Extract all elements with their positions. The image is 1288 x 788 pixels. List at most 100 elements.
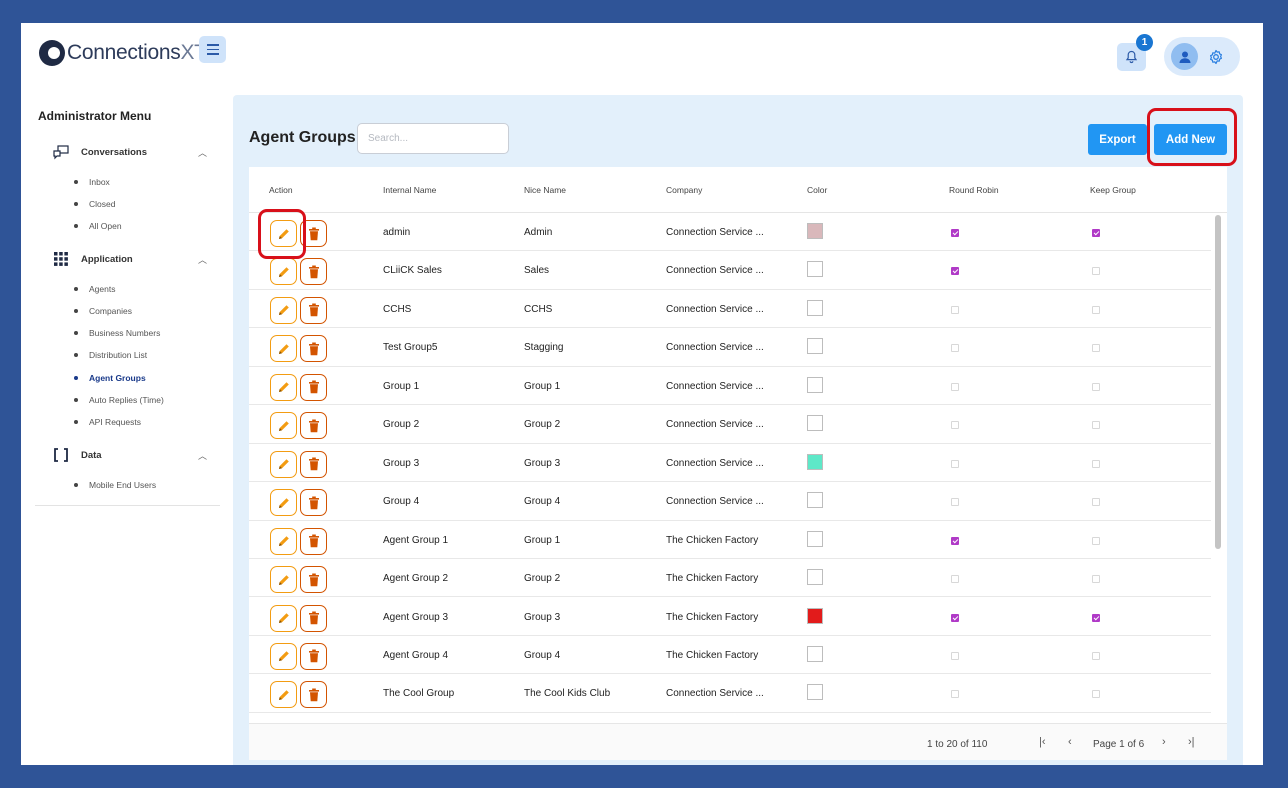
table-row: Agent Group 2 Group 2 The Chicken Factory xyxy=(249,559,1211,598)
round-robin-checkbox[interactable] xyxy=(951,575,959,584)
column-header-internal-name[interactable]: Internal Name xyxy=(383,185,437,195)
delete-button[interactable] xyxy=(300,489,327,517)
edit-button[interactable] xyxy=(270,604,297,632)
edit-button[interactable] xyxy=(270,412,297,440)
column-header-round-robin[interactable]: Round Robin xyxy=(949,185,999,195)
keep-group-checkbox[interactable] xyxy=(1092,421,1100,430)
sidebar-section-data[interactable]: Data ︿ xyxy=(53,447,207,463)
delete-button[interactable] xyxy=(300,681,327,709)
round-robin-checkbox[interactable] xyxy=(951,459,959,468)
add-new-button[interactable]: Add New xyxy=(1154,124,1227,155)
keep-group-checkbox[interactable] xyxy=(1092,382,1100,391)
delete-button[interactable] xyxy=(300,412,327,440)
round-robin-checkbox[interactable] xyxy=(951,267,959,276)
cell-company: Connection Service ... xyxy=(666,342,764,354)
table-scrollbar[interactable] xyxy=(1215,215,1221,549)
sidebar-section-label: Data xyxy=(81,449,102,461)
round-robin-checkbox[interactable] xyxy=(951,536,959,545)
round-robin-checkbox[interactable] xyxy=(951,382,959,391)
round-robin-checkbox[interactable] xyxy=(951,305,959,314)
delete-button[interactable] xyxy=(300,450,327,478)
first-page-icon[interactable]: |‹ xyxy=(1039,736,1046,748)
sidebar-item-companies[interactable]: Companies xyxy=(74,306,132,316)
sidebar-item-api-requests[interactable]: API Requests xyxy=(74,417,141,427)
round-robin-checkbox[interactable] xyxy=(951,229,959,237)
edit-button[interactable] xyxy=(270,220,297,247)
sidebar-item-all-open[interactable]: All Open xyxy=(74,221,122,231)
column-header-company[interactable]: Company xyxy=(666,185,703,195)
sidebar-item-label: API Requests xyxy=(89,417,141,427)
round-robin-checkbox[interactable] xyxy=(951,421,959,430)
cell-internal-name: Agent Group 2 xyxy=(383,573,449,585)
keep-group-checkbox[interactable] xyxy=(1092,459,1100,468)
round-robin-checkbox[interactable] xyxy=(951,344,959,353)
sidebar-item-auto-replies[interactable]: Auto Replies (Time) xyxy=(74,395,164,405)
last-page-icon[interactable]: ›| xyxy=(1188,736,1195,748)
gear-icon[interactable] xyxy=(1208,49,1224,65)
keep-group-checkbox[interactable] xyxy=(1092,613,1100,622)
edit-button[interactable] xyxy=(270,527,297,555)
user-menu[interactable] xyxy=(1164,37,1240,76)
sidebar-section-application[interactable]: Application ︿ xyxy=(53,251,207,267)
user-icon[interactable] xyxy=(1171,43,1198,70)
column-header-nice-name[interactable]: Nice Name xyxy=(524,185,567,195)
edit-button[interactable] xyxy=(270,335,297,363)
sidebar-divider xyxy=(35,505,220,506)
round-robin-checkbox[interactable] xyxy=(951,690,959,699)
delete-button[interactable] xyxy=(300,296,327,324)
round-robin-checkbox[interactable] xyxy=(951,498,959,507)
sidebar-item-inbox[interactable]: Inbox xyxy=(74,177,110,187)
sidebar-item-business-numbers[interactable]: Business Numbers xyxy=(74,328,160,338)
delete-button[interactable] xyxy=(300,642,327,670)
edit-button[interactable] xyxy=(270,489,297,517)
cell-nice-name: Group 4 xyxy=(524,649,561,661)
keep-group-checkbox[interactable] xyxy=(1092,267,1100,276)
keep-group-checkbox[interactable] xyxy=(1092,690,1100,699)
edit-button[interactable] xyxy=(270,373,297,401)
keep-group-checkbox[interactable] xyxy=(1092,229,1100,237)
cell-internal-name: CLiiCK Sales xyxy=(383,265,442,277)
edit-button[interactable] xyxy=(270,566,297,594)
sidebar-item-agent-groups[interactable]: Agent Groups xyxy=(74,373,146,383)
chevron-up-icon[interactable]: ︿ xyxy=(197,148,207,158)
keep-group-checkbox[interactable] xyxy=(1092,536,1100,545)
sidebar-item-label: Mobile End Users xyxy=(89,480,157,490)
search-input[interactable] xyxy=(357,123,509,154)
keep-group-checkbox[interactable] xyxy=(1092,344,1100,353)
delete-button[interactable] xyxy=(300,258,327,286)
keep-group-checkbox[interactable] xyxy=(1092,575,1100,584)
sidebar-item-agents[interactable]: Agents xyxy=(74,284,115,294)
sidebar-item-distribution-list[interactable]: Distribution List xyxy=(74,350,147,360)
sidebar-section-conversations[interactable]: Conversations ︿ xyxy=(53,145,207,160)
round-robin-checkbox[interactable] xyxy=(951,651,959,660)
column-header-keep-group[interactable]: Keep Group xyxy=(1090,185,1136,195)
chevron-up-icon[interactable]: ︿ xyxy=(197,254,207,265)
table-row: admin Admin Connection Service ... xyxy=(249,213,1211,252)
keep-group-checkbox[interactable] xyxy=(1092,498,1100,507)
color-swatch xyxy=(807,645,823,662)
table-row: Group 1 Group 1 Connection Service ... xyxy=(249,367,1211,406)
delete-button[interactable] xyxy=(300,604,327,632)
delete-button[interactable] xyxy=(300,373,327,401)
keep-group-checkbox[interactable] xyxy=(1092,651,1100,660)
delete-button[interactable] xyxy=(300,527,327,555)
sidebar-item-mobile-end-users[interactable]: Mobile End Users xyxy=(74,480,156,490)
highlight-edit-button xyxy=(258,209,306,259)
column-header-color[interactable]: Color xyxy=(807,185,828,195)
export-button[interactable]: Export xyxy=(1088,124,1147,155)
delete-button[interactable] xyxy=(300,566,327,594)
delete-button[interactable] xyxy=(300,335,327,363)
edit-button[interactable] xyxy=(270,681,297,709)
sidebar-item-closed[interactable]: Closed xyxy=(74,199,115,209)
prev-page-icon[interactable]: ‹ xyxy=(1068,736,1072,748)
column-header-action[interactable]: Action xyxy=(269,185,293,195)
next-page-icon[interactable]: › xyxy=(1162,736,1166,748)
menu-toggle-button[interactable] xyxy=(199,36,226,63)
round-robin-checkbox[interactable] xyxy=(951,613,959,622)
edit-button[interactable] xyxy=(270,450,297,478)
edit-button[interactable] xyxy=(270,642,297,670)
edit-button[interactable] xyxy=(270,296,297,324)
keep-group-checkbox[interactable] xyxy=(1092,305,1100,314)
chevron-up-icon[interactable]: ︿ xyxy=(197,450,207,461)
edit-button[interactable] xyxy=(270,258,297,286)
